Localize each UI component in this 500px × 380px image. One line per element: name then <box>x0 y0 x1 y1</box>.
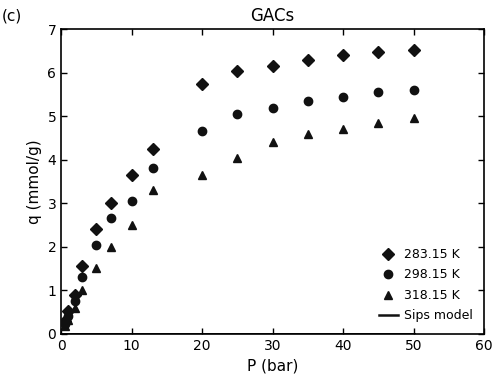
Y-axis label: q (mmol/g): q (mmol/g) <box>27 139 42 224</box>
Text: (c): (c) <box>2 8 22 23</box>
Legend: 283.15 K, 298.15 K, 318.15 K, Sips model: 283.15 K, 298.15 K, 318.15 K, Sips model <box>374 243 478 328</box>
Title: GACs: GACs <box>250 7 295 25</box>
X-axis label: P (bar): P (bar) <box>247 358 298 373</box>
